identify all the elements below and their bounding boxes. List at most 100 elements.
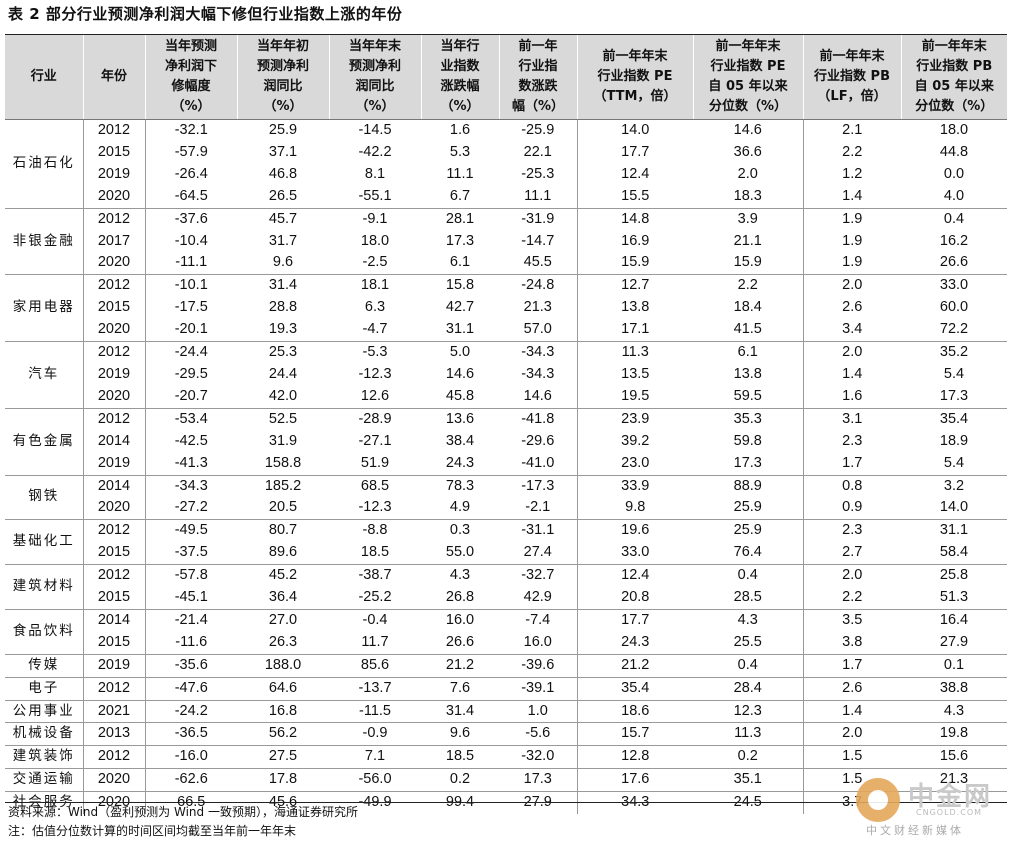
value-cell: 2.6 [802, 676, 901, 701]
value-cell: -34.3 [499, 341, 577, 364]
value-cell: 25.9 [733, 499, 762, 516]
value-cell: -25.3 [521, 165, 555, 182]
industry-cell: 家用电器 [5, 274, 83, 342]
value-cell: -34.3 [521, 365, 555, 382]
value-cell: 15.7 [576, 722, 693, 746]
table-row: 2020 -27.2 20.5 -12.3 4.9 -2.1 9.8 25.9 0.9 14.0 [5, 497, 1007, 520]
year-cell: 2015 [82, 542, 145, 565]
value-cell: -24.2 [144, 699, 237, 723]
header-line: 当年预测 [164, 39, 217, 54]
value-cell: 14.8 [576, 207, 693, 231]
year-cell: 2019 [82, 163, 145, 186]
header-line: 数涨跌 [518, 79, 558, 94]
value-cell: 4.9 [449, 499, 471, 516]
header-line: 前一年年末 [819, 49, 885, 64]
value-cell: 15.6 [901, 745, 1007, 769]
table-body: 石油石化 2012 -32.1 25.9 -14.5 1.6 -25.9 14.0 14.6 2.… [5, 119, 1007, 815]
value-cell: -41.3 [144, 452, 237, 475]
value-cell: -32.0 [499, 745, 577, 769]
value-cell: 2.7 [802, 542, 901, 565]
header-line: 分位数（%） [708, 99, 788, 114]
value-cell: -12.3 [358, 499, 392, 516]
value-cell: 36.4 [268, 589, 298, 606]
value-cell: -5.3 [329, 341, 421, 364]
table-row: 石油石化 2012 -32.1 25.9 -14.5 1.6 -25.9 14.0 14.6 2.… [5, 119, 1007, 171]
value-cell: 5.4 [943, 365, 965, 382]
header-line: 行业指数 PB [814, 69, 890, 84]
header-line: 前一年年末 [602, 49, 668, 64]
header-line: 当年年末 [348, 39, 401, 54]
table-row: 2020 -20.7 42.0 12.6 45.8 14.6 19.5 59.5 1.6 17.3 [5, 385, 1007, 409]
value-cell: 5.4 [943, 454, 965, 471]
value-cell: -17.3 [499, 474, 577, 498]
header-line: 年份 [100, 69, 127, 84]
header-line: 行业 [30, 69, 57, 84]
table-row: 机械设备 2013 -36.5 56.2 -0.9 9.6 -5.6 15.7 11.3 2.0 1… [5, 722, 1007, 746]
table-row: 交通运输 2020 -62.6 17.8 -56.0 0.2 17.3 17.6 35.1 1.5… [5, 768, 1007, 792]
value-cell: 22.1 [523, 143, 552, 160]
value-cell: 19.8 [901, 722, 1007, 746]
value-cell: 4.3 [901, 699, 1007, 723]
value-cell: 52.5 [237, 407, 329, 431]
header-line: 幅（%） [511, 99, 565, 114]
industry-cell: 社会服务 [5, 791, 83, 815]
year-cell: 2015 [82, 297, 145, 320]
value-cell: 31.1 [901, 519, 1007, 543]
value-cell: 14.6 [733, 122, 762, 138]
value-cell: 25.9 [268, 122, 298, 138]
value-cell: 15.9 [576, 252, 693, 275]
value-cell: 55.0 [445, 544, 475, 561]
value-cell: 6.7 [449, 187, 471, 204]
value-cell: 15.8 [421, 274, 499, 298]
year-cell: 2019 [82, 363, 145, 386]
header-line: 预测净利 [348, 59, 401, 74]
value-cell: 17.3 [445, 232, 475, 249]
value-cell: 12.4 [576, 564, 693, 588]
value-cell: 14.0 [576, 119, 693, 142]
industry-cell: 传媒 [5, 653, 83, 678]
value-cell: 17.3 [939, 387, 969, 404]
table-row: 2015 -17.5 28.8 6.3 42.7 21.3 13.8 18.4 2.6 60.0 [5, 297, 1007, 320]
value-cell: 0.9 [802, 497, 901, 520]
value-cell: -25.9 [521, 122, 555, 138]
value-cell: 15.5 [576, 185, 693, 209]
table-row: 2019 -26.4 46.8 8.1 11.1 -25.3 12.4 2.0 1.2 0.0 [5, 163, 1007, 186]
data-table: 行业 年份 当年预测 净利润下 修幅度 （%） 当年年初 预测净利 润同比 （%） 当年年末 预测净利… [5, 35, 1007, 815]
value-cell: 7.6 [421, 676, 499, 701]
value-cell: 35.4 [901, 407, 1007, 431]
industry-cell: 机械设备 [5, 722, 83, 746]
value-cell: 2.2 [802, 141, 901, 164]
value-cell: 17.3 [733, 454, 762, 471]
value-cell: 21.3 [523, 299, 552, 316]
value-cell: 60.0 [939, 299, 969, 316]
year-cell: 2017 [82, 230, 145, 253]
table-row: 基础化工 2012 -49.5 80.7 -8.8 0.3 -31.1 19.6 25.9 2.3… [5, 519, 1007, 565]
year-cell: 2015 [82, 631, 145, 655]
value-cell: 20.8 [576, 587, 693, 610]
year-cell: 2013 [82, 722, 145, 746]
year-cell: 2020 [82, 319, 145, 342]
value-cell: 76.4 [733, 544, 762, 561]
value-cell: 21.3 [901, 768, 1007, 792]
year-cell: 2019 [82, 653, 145, 678]
value-cell: -42.5 [144, 430, 237, 453]
industry-cell: 有色金属 [5, 407, 83, 475]
table-row: 汽车 2012 -24.4 25.3 -5.3 5.0 -34.3 11.3 6.1 2.0 35.… [5, 341, 1007, 409]
value-cell: 9.6 [421, 722, 499, 746]
value-cell: -29.5 [144, 363, 237, 386]
value-cell: 1.9 [802, 252, 901, 275]
value-cell: -12.3 [358, 365, 392, 382]
table-row: 公用事业 2021 -24.2 16.8 -11.5 31.4 1.0 18.6 12.3 1.4… [5, 699, 1007, 723]
value-cell: 1.0 [499, 699, 577, 723]
header-line: （%） [263, 99, 303, 114]
year-cell: 2012 [82, 341, 145, 364]
value-cell: 17.1 [576, 319, 693, 342]
value-cell: -45.1 [144, 587, 237, 610]
value-cell: 12.6 [360, 387, 390, 404]
header-line: （%） [355, 99, 395, 114]
value-cell: 57.0 [523, 321, 552, 338]
value-cell: 33.0 [576, 542, 693, 565]
industry-cell: 食品饮料 [5, 608, 83, 655]
table-row: 电子 2012 -47.6 64.6 -13.7 7.6 -39.1 35.4 28.4 2.6 3… [5, 676, 1007, 701]
header-line: （%） [440, 99, 480, 114]
